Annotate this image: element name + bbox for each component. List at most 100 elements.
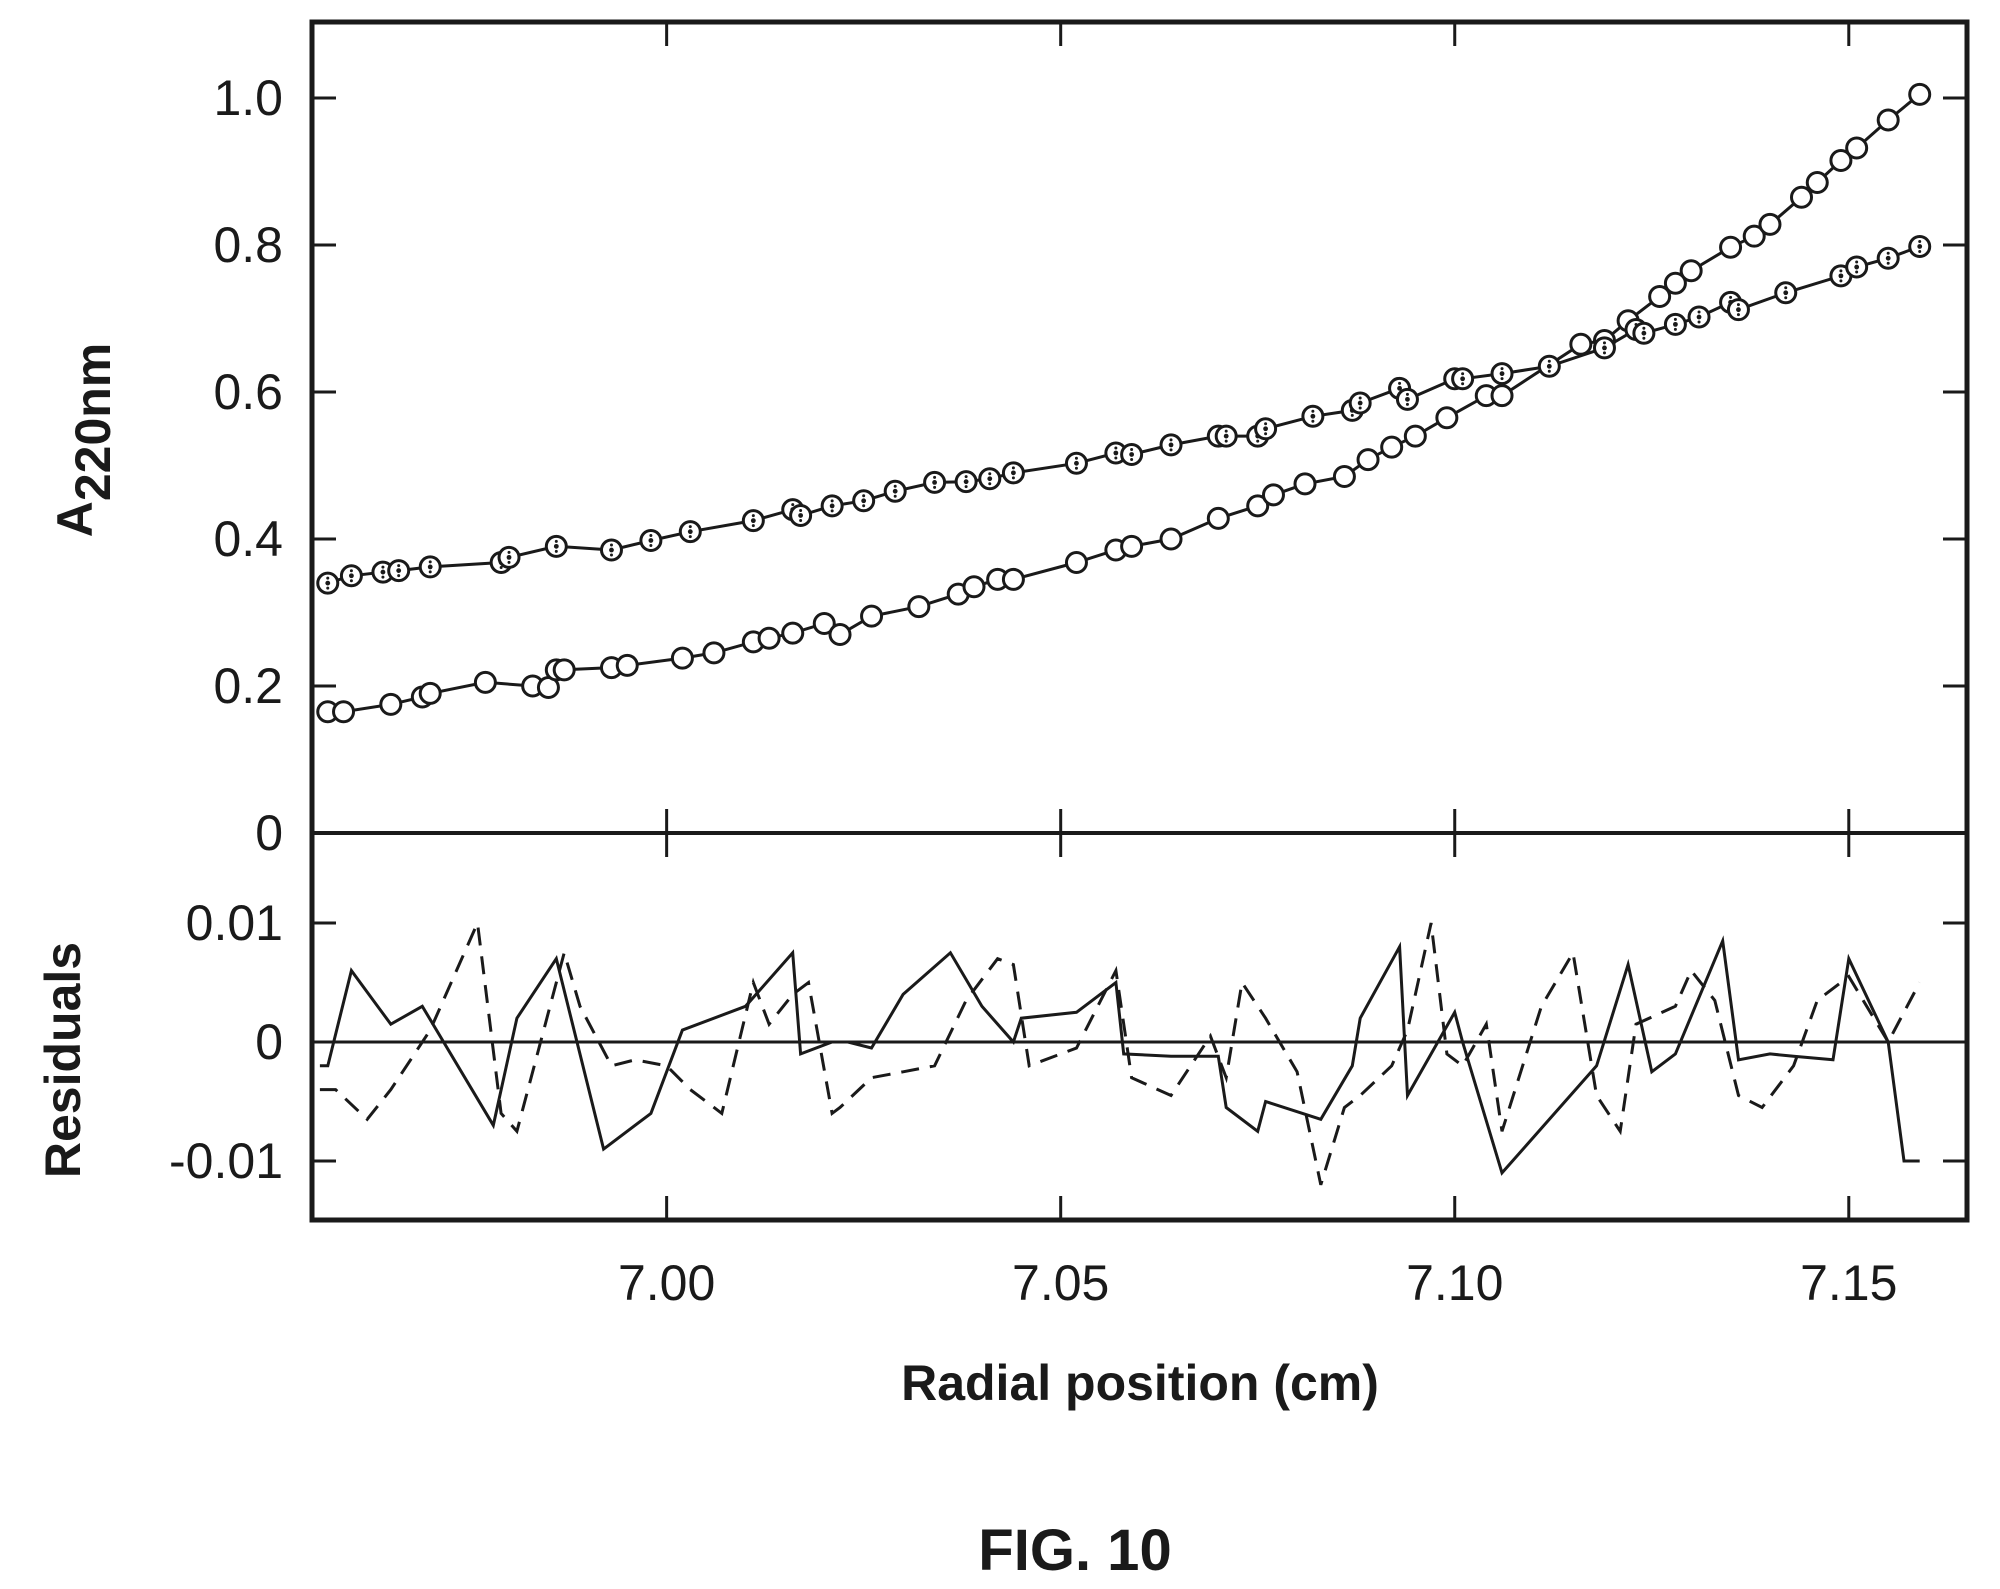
- dotted-circle-dot: [1350, 413, 1354, 417]
- open-circle-point: [1435, 406, 1459, 430]
- dotted-circle-center: [349, 573, 354, 579]
- dotted-circle-dot: [326, 576, 330, 580]
- dotted-circle-center: [1223, 433, 1229, 439]
- open-circle-point: [1663, 271, 1687, 295]
- dotted-circle-dot: [349, 579, 353, 583]
- dotted-circle-dot: [428, 570, 432, 574]
- dotted-circle-dot: [1855, 260, 1859, 264]
- dotted-circle-dot: [1011, 476, 1015, 480]
- dotted-circle-dot: [1673, 327, 1677, 331]
- dotted-circle-dot: [349, 569, 353, 573]
- y-axis-title-main: A220nm: [47, 343, 121, 538]
- dotted-circle-dot: [1642, 326, 1646, 330]
- open-circle-point: [1719, 235, 1743, 259]
- dotted-circle-dot: [1642, 336, 1646, 340]
- dotted-circle-center: [1310, 413, 1316, 419]
- dotted-circle-dot: [1405, 392, 1409, 396]
- open-circle-point: [1758, 212, 1782, 236]
- absorbance-fit-line-2: [327, 245, 1921, 585]
- dotted-circle-dot: [428, 560, 432, 564]
- open-circle-point: [1829, 148, 1853, 172]
- open-circle-point: [1356, 448, 1380, 472]
- open-circle-point: [860, 604, 884, 628]
- dotted-circle-center: [963, 479, 969, 485]
- x-tick-label: 7.00: [618, 1255, 715, 1311]
- open-circle-point: [1246, 494, 1270, 518]
- dotted-circle-dot: [1886, 251, 1890, 255]
- res-y-tick-label: 0.01: [186, 895, 283, 951]
- dotted-circle-center: [1499, 371, 1505, 377]
- open-circle-point: [1380, 435, 1404, 459]
- absorbance-fit-line-1: [327, 93, 1921, 714]
- x-tick-label: 7.05: [1012, 1255, 1109, 1311]
- dotted-circle-dot: [1736, 303, 1740, 307]
- dotted-circle-dot: [799, 508, 803, 512]
- svg-text:A220nm: A220nm: [47, 343, 121, 538]
- dotted-circle-center: [1405, 396, 1410, 402]
- open-circle-point: [1490, 384, 1514, 408]
- dotted-circle-dot: [1461, 382, 1465, 386]
- res-y-tick-label: -0.01: [169, 1133, 283, 1189]
- open-circle-point: [1569, 332, 1593, 356]
- dotted-circle-dot: [1839, 279, 1843, 283]
- dotted-circle-dot: [830, 499, 834, 503]
- dotted-circle-dot: [1311, 419, 1315, 423]
- open-circle-point: [1845, 136, 1869, 160]
- dotted-circle-dot: [791, 503, 795, 507]
- dotted-circle-dot: [1547, 369, 1551, 373]
- dotted-circle-center: [1074, 460, 1079, 466]
- dotted-circle-center: [1783, 290, 1789, 296]
- dotted-circle-dot: [1784, 286, 1788, 290]
- open-circle-point: [1679, 259, 1703, 283]
- dotted-circle-dot: [1114, 446, 1118, 450]
- dotted-circle-dot: [1398, 381, 1402, 385]
- open-circle-point: [1206, 506, 1230, 530]
- dotted-circle-dot: [1405, 402, 1409, 406]
- dotted-circle-dot: [830, 509, 834, 513]
- dotted-circle-dot: [1839, 269, 1843, 273]
- dotted-circle-dot: [988, 472, 992, 476]
- dotted-circle-dot: [1918, 239, 1922, 243]
- dotted-circle-dot: [507, 560, 511, 564]
- dotted-circle-center: [829, 503, 835, 509]
- open-circle-point: [1064, 551, 1088, 575]
- dotted-circle-center: [427, 564, 433, 570]
- dotted-circle-dot: [1729, 295, 1733, 299]
- dotted-circle-dot: [1264, 432, 1268, 436]
- open-circle-point: [379, 692, 403, 716]
- dotted-circle-dot: [649, 533, 653, 537]
- dotted-circle-dot: [1673, 317, 1677, 321]
- open-circle-point: [1876, 108, 1900, 132]
- open-circle-point: [473, 670, 497, 694]
- y-axis-title-symbol: A: [47, 501, 103, 537]
- dotted-circle-dot: [933, 475, 937, 479]
- dotted-circle-dot: [799, 518, 803, 522]
- open-circle-point: [1159, 527, 1183, 551]
- dotted-circle-dot: [964, 485, 968, 489]
- dotted-circle-dot: [1130, 457, 1134, 461]
- dotted-circle-center: [609, 547, 614, 553]
- dotted-circle-dot: [1461, 372, 1465, 376]
- open-circle-point: [962, 575, 986, 599]
- dotted-circle-center: [687, 529, 693, 535]
- dotted-circle-dot: [1602, 341, 1606, 345]
- open-circle-point: [332, 700, 356, 724]
- dotted-circle-dot: [1224, 429, 1228, 433]
- x-tick-label: 7.15: [1800, 1255, 1897, 1311]
- tick-marks: [312, 22, 1967, 1220]
- open-circle-point: [828, 623, 852, 647]
- dotted-circle-center: [325, 580, 331, 586]
- open-circle-point: [1648, 284, 1672, 308]
- dotted-circle-dot: [1169, 448, 1173, 452]
- dotted-circle-dot: [1256, 439, 1260, 443]
- dotted-circle-dot: [381, 575, 385, 579]
- dotted-circle-dot: [1130, 447, 1134, 451]
- x-tick-label: 7.10: [1406, 1255, 1503, 1311]
- dotted-circle-center: [648, 538, 654, 543]
- dotted-circle-center: [1736, 307, 1741, 313]
- y-tick-label: 0: [255, 805, 283, 861]
- dotted-circle-dot: [751, 514, 755, 518]
- dotted-circle-center: [861, 498, 867, 504]
- dotted-circle-dot: [1855, 270, 1859, 274]
- dotted-circle-center: [1854, 264, 1860, 270]
